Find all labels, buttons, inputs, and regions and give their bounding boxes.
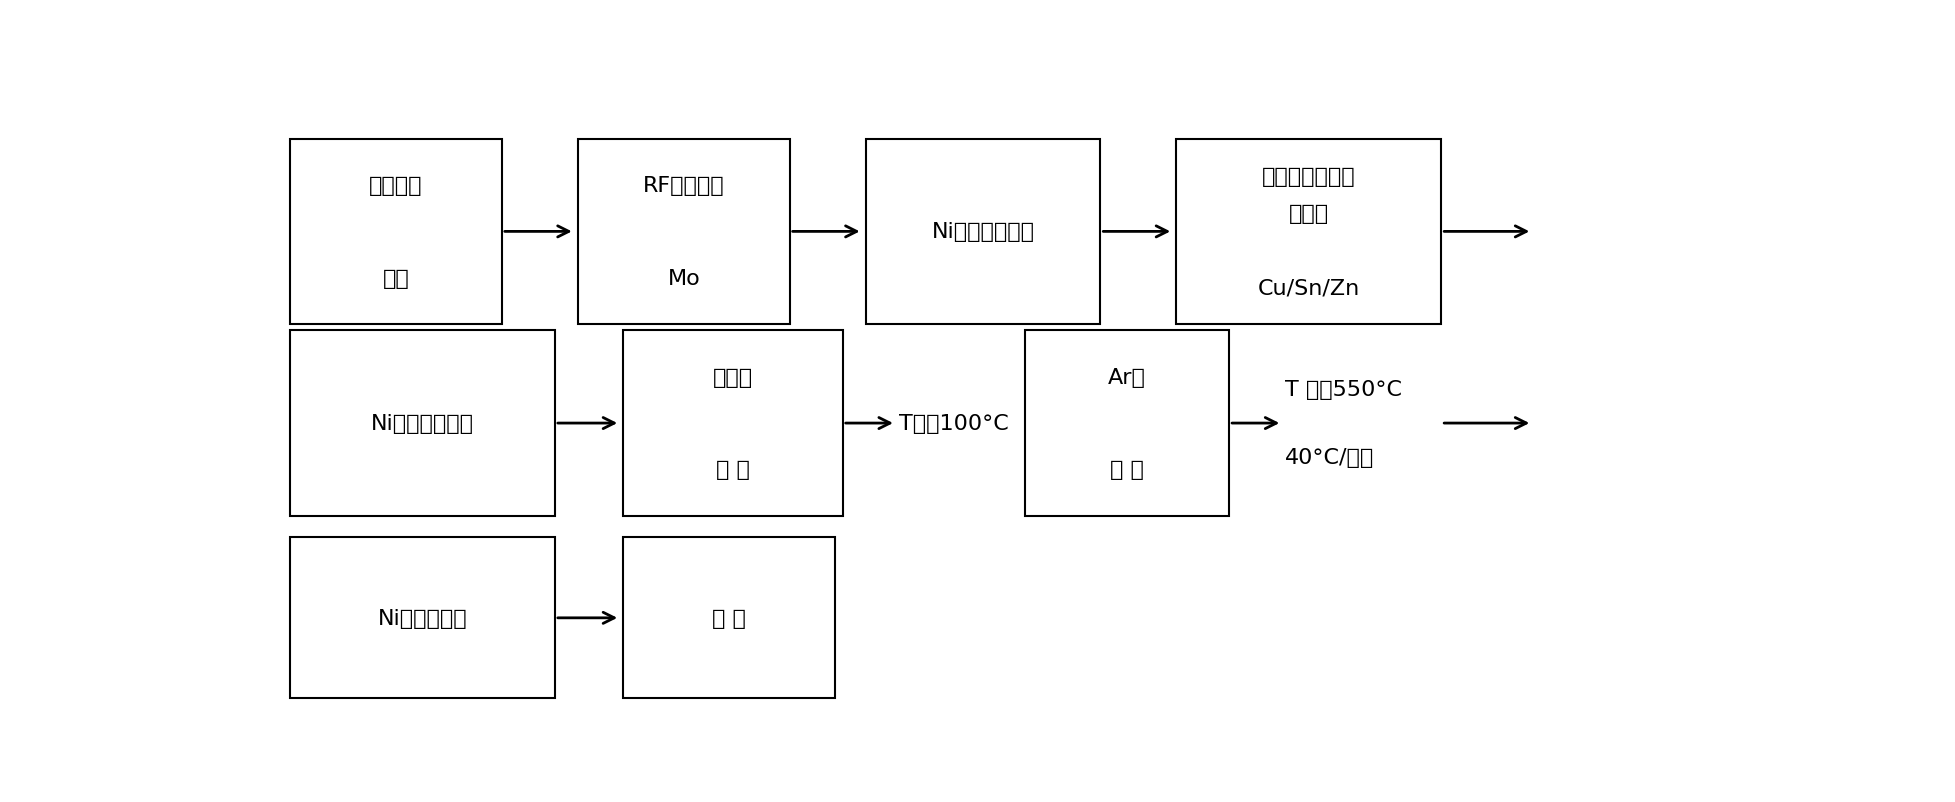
Text: Ni气清洗预制膜: Ni气清洗预制膜 (371, 414, 473, 434)
Text: RF磁控溅射: RF磁控溅射 (643, 176, 725, 196)
Bar (289, 331, 555, 516)
Text: T 升至550°C: T 升至550°C (1284, 379, 1402, 399)
Bar (289, 538, 555, 699)
Bar (624, 331, 843, 516)
Text: 固态源: 固态源 (714, 367, 753, 387)
Text: 样 品: 样 品 (1110, 460, 1144, 480)
Text: Ar气: Ar气 (1108, 367, 1146, 387)
Text: 分步电化学沉积: 分步电化学沉积 (1261, 167, 1355, 187)
Bar (624, 538, 835, 699)
Text: 硫 化: 硫 化 (716, 460, 751, 480)
Text: Cu/Sn/Zn: Cu/Sn/Zn (1257, 277, 1361, 298)
Bar (866, 140, 1101, 325)
Bar (579, 140, 790, 325)
Bar (1024, 331, 1230, 516)
Text: 预制膜: 预制膜 (1288, 204, 1329, 224)
Text: 基底: 基底 (383, 269, 409, 289)
Bar (1177, 140, 1441, 325)
Text: Mo: Mo (667, 269, 700, 289)
Text: Ni气干燥前驱体: Ni气干燥前驱体 (931, 222, 1034, 242)
Text: Ni气清洗样品: Ni气清洗样品 (377, 608, 467, 628)
Text: 出 炉: 出 炉 (712, 608, 747, 628)
Text: 超声清洗: 超声清洗 (369, 176, 422, 196)
Bar (289, 140, 502, 325)
Text: 40°C/分钟: 40°C/分钟 (1284, 448, 1374, 468)
Text: T升至100°C: T升至100°C (899, 414, 1009, 434)
